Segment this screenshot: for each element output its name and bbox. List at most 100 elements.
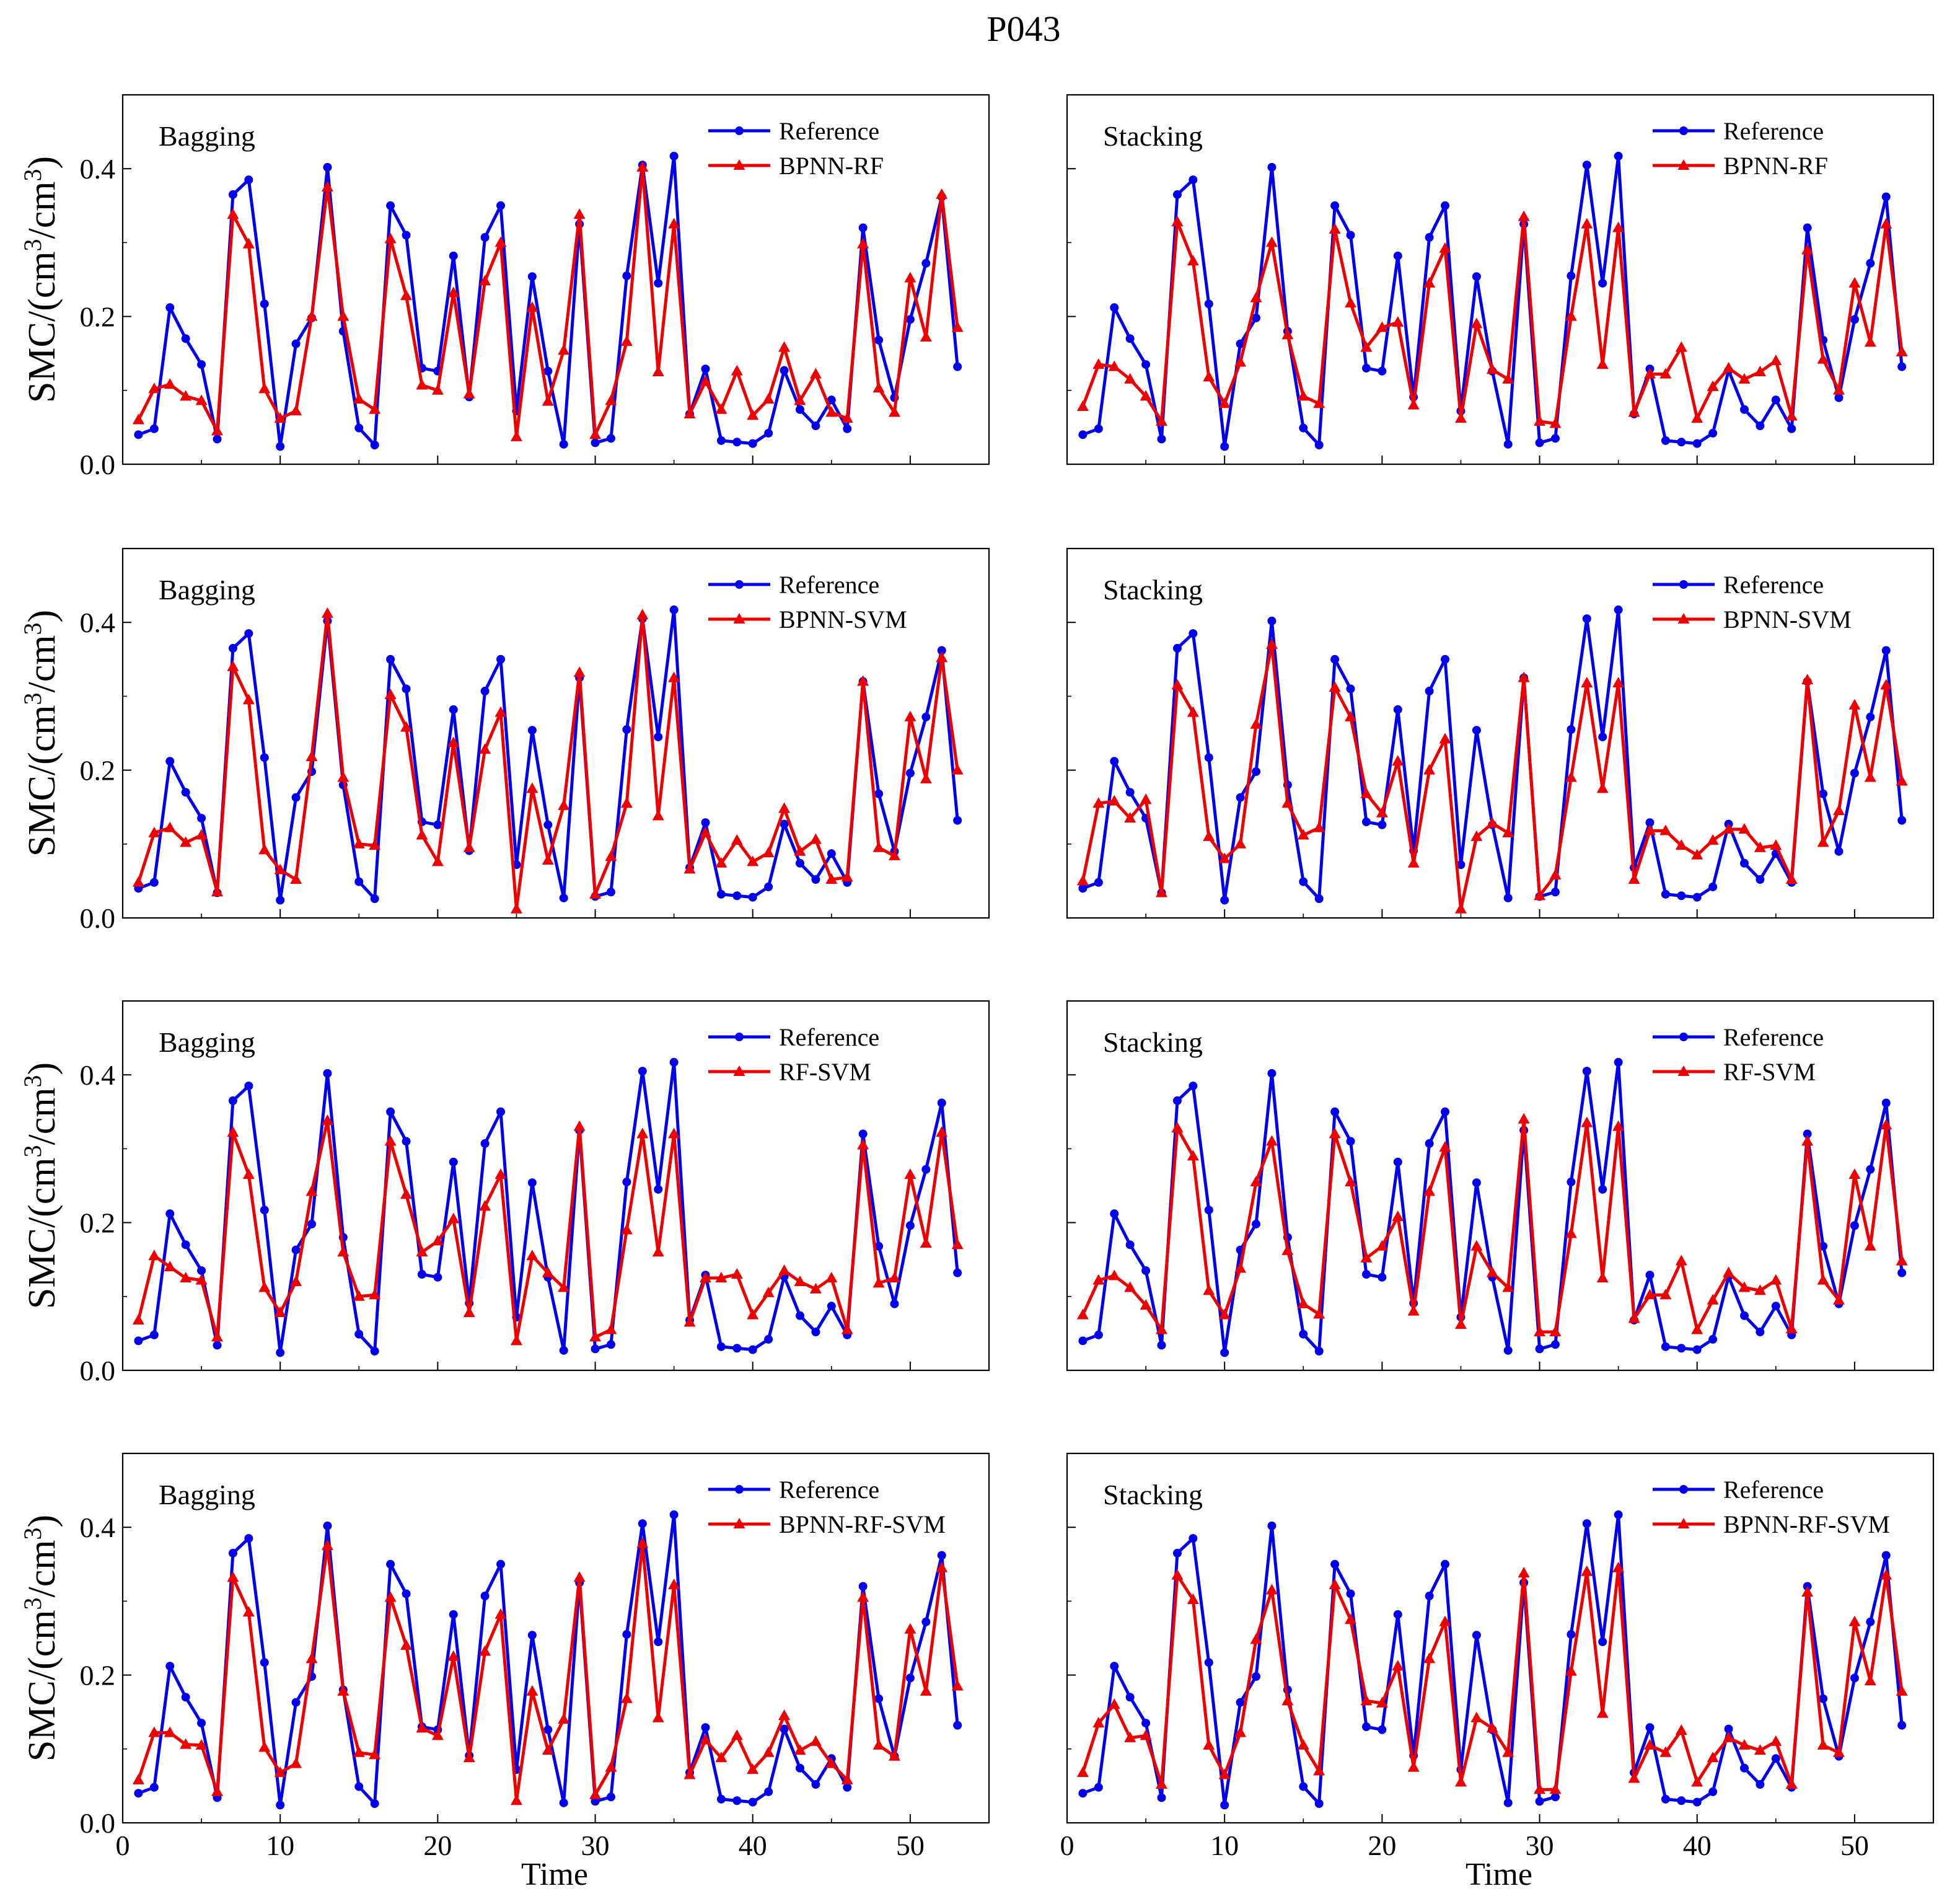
series-prediction — [132, 1114, 964, 1346]
data-point — [494, 236, 507, 247]
y-axis-label-superscript: 3 — [19, 1598, 46, 1610]
data-point — [1234, 1726, 1247, 1737]
data-point — [260, 1205, 269, 1215]
data-point — [542, 1266, 554, 1277]
data-point — [1787, 424, 1796, 433]
data-point — [1439, 1615, 1451, 1626]
data-point — [431, 1729, 444, 1740]
data-point — [890, 1299, 899, 1308]
data-point — [920, 1236, 932, 1248]
data-point — [701, 1723, 710, 1732]
y-tick-label: 0.2 — [80, 301, 116, 333]
data-point — [369, 403, 381, 414]
data-point — [1299, 1329, 1308, 1339]
data-point — [1313, 1308, 1325, 1319]
legend-marker-reference — [1679, 1033, 1688, 1041]
y-axis-label-superscript: 3 — [19, 169, 46, 182]
data-point — [1897, 816, 1907, 825]
data-point — [669, 605, 679, 614]
data-point — [1425, 687, 1434, 696]
y-axis-label: SMC/(cm3/cm3) — [19, 610, 63, 857]
data-point — [165, 1662, 175, 1671]
data-point — [543, 820, 553, 829]
data-point — [1360, 1695, 1373, 1706]
y-tick-label: 0.4 — [80, 607, 116, 638]
data-point — [1770, 355, 1782, 366]
data-point — [416, 1246, 428, 1257]
data-point — [1896, 1254, 1908, 1266]
data-point — [1252, 767, 1261, 776]
data-point — [559, 439, 568, 449]
data-point — [370, 1799, 379, 1809]
legend: Reference RF-SVM — [708, 1023, 879, 1086]
data-point — [276, 896, 285, 905]
data-point — [1140, 793, 1152, 804]
data-point — [1659, 1746, 1672, 1757]
legend-marker-reference — [735, 1033, 744, 1041]
data-point — [180, 1272, 192, 1282]
data-point — [1880, 1569, 1892, 1580]
data-point — [305, 310, 318, 321]
data-point — [1330, 654, 1340, 664]
figure-title: P043 — [987, 9, 1060, 49]
data-point — [1281, 1695, 1294, 1706]
data-point — [164, 1726, 176, 1737]
data-point — [1125, 1693, 1135, 1702]
data-point — [211, 425, 224, 436]
data-point — [1864, 771, 1876, 782]
data-point — [463, 387, 475, 399]
data-point — [1250, 1633, 1262, 1644]
data-point — [872, 1277, 885, 1288]
series-reference — [1078, 1057, 1907, 1357]
data-point — [905, 315, 915, 324]
data-point — [1361, 818, 1371, 827]
data-point — [227, 1571, 239, 1582]
data-point — [1378, 1725, 1387, 1734]
data-point — [1502, 1746, 1514, 1757]
data-point — [1785, 410, 1798, 421]
data-point — [780, 366, 789, 375]
x-axis-label: Time — [1466, 1857, 1532, 1892]
legend-label-reference: Reference — [779, 117, 879, 145]
data-point — [1392, 1660, 1404, 1671]
data-point — [1801, 674, 1814, 685]
data-point — [353, 1746, 365, 1757]
data-point — [384, 1591, 397, 1602]
data-point — [1078, 884, 1088, 893]
data-point — [1313, 1765, 1325, 1776]
data-point — [449, 1157, 458, 1166]
data-point — [463, 1752, 475, 1763]
data-point — [1330, 1559, 1340, 1569]
data-point — [1346, 231, 1355, 240]
data-point — [1675, 839, 1687, 850]
data-point — [1092, 358, 1105, 369]
data-point — [1756, 1780, 1765, 1789]
data-point — [1598, 732, 1607, 741]
data-point — [480, 1592, 490, 1601]
legend-label-prediction: BPNN-SVM — [1723, 606, 1852, 633]
data-point — [1281, 797, 1294, 808]
data-point — [543, 366, 553, 376]
data-point — [1567, 271, 1576, 281]
data-point — [1330, 201, 1340, 210]
data-point — [227, 660, 239, 671]
data-point — [244, 175, 253, 185]
data-point — [1236, 793, 1245, 802]
data-point — [1456, 860, 1466, 870]
data-point — [1220, 1800, 1229, 1810]
data-point — [1187, 255, 1199, 266]
data-point — [825, 1757, 838, 1768]
data-point — [1407, 399, 1420, 410]
data-point — [1723, 822, 1735, 834]
data-point — [1486, 1722, 1498, 1733]
data-point — [764, 1787, 773, 1796]
data-point — [402, 231, 411, 240]
data-point — [715, 1272, 727, 1282]
data-point — [181, 334, 190, 343]
data-point — [369, 839, 381, 850]
data-point — [1299, 423, 1308, 433]
series-line — [1081, 215, 1904, 425]
x-tick-label: 10 — [266, 1830, 294, 1861]
series-reference — [134, 1057, 962, 1357]
data-point — [1549, 1783, 1562, 1794]
